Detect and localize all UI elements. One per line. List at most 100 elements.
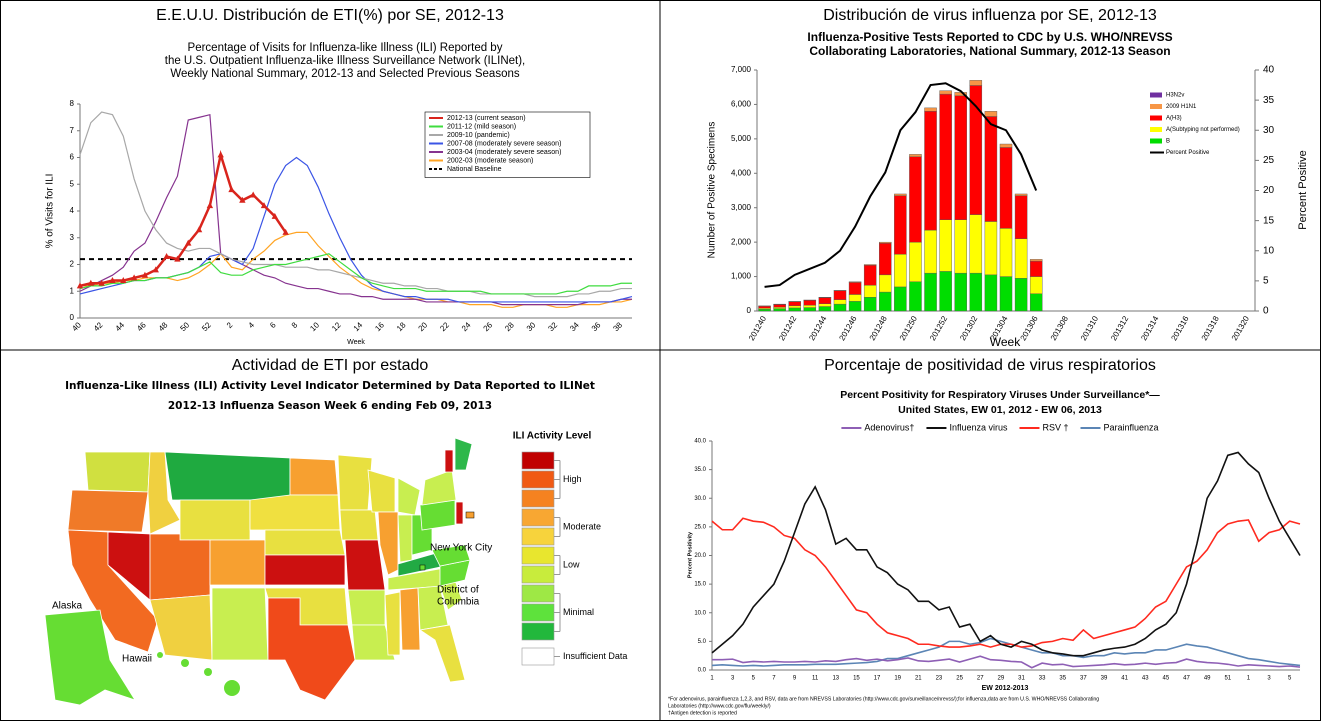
legend-label: Insufficient Data [563, 651, 627, 661]
place-label: Hawaii [122, 654, 152, 665]
chart-title: Percentage of Visits for Influenza-like … [188, 42, 503, 54]
y-tick-label: 1,000 [731, 272, 752, 281]
point-marker [76, 282, 84, 289]
bar-segment [863, 284, 877, 298]
x-tick-label: 7 [772, 676, 776, 682]
x-axis-label: Week [347, 339, 365, 346]
place-label: Alaska [52, 601, 82, 612]
x-axis-label: EW 2012-2013 [982, 685, 1029, 692]
x-tick-label: 10 [308, 320, 321, 333]
x-tick-label: 2 [225, 320, 235, 330]
bar-segment [999, 147, 1013, 229]
y2-axis-label: Percent Positive [1297, 150, 1309, 229]
bar-segment [1014, 195, 1028, 239]
panel-heading: E.E.U.U. Distribución de ETI(%) por SE, … [156, 7, 504, 24]
bar-segment [788, 301, 801, 307]
island [224, 680, 240, 696]
x-tick-label: 5 [752, 676, 756, 682]
bar-segment [773, 307, 786, 309]
x-tick-label: 201310 [1079, 314, 1100, 342]
legend-box [424, 111, 591, 178]
x-tick-label: 49 [1204, 676, 1211, 682]
x-tick-label: 24 [460, 320, 473, 333]
x-tick-label: 43 [1142, 676, 1149, 682]
point-marker [260, 202, 268, 209]
x-tick-label: 201308 [1049, 314, 1070, 342]
x-tick-label: 201302 [958, 314, 979, 342]
bar-segment [909, 154, 922, 157]
y-tick-label: 7,000 [731, 65, 752, 74]
x-tick-label: 15 [853, 676, 860, 682]
bar-segment [1029, 260, 1043, 277]
y2-tick-label: 25 [1263, 155, 1275, 166]
series-line [79, 253, 632, 295]
bar-segment [1014, 193, 1028, 196]
bar-segment [863, 297, 877, 312]
y-axis-label: Percent Positivity [687, 531, 693, 578]
legend-label: H3N2v [1166, 93, 1184, 99]
state [431, 544, 471, 567]
point-marker [271, 212, 279, 219]
y2-tick-label: 5 [1263, 276, 1269, 287]
state [344, 539, 386, 591]
x-tick-label: 34 [568, 320, 581, 333]
y-tick-label: 2,000 [731, 237, 752, 246]
state [267, 597, 356, 701]
y2-tick-label: 35 [1263, 95, 1275, 106]
y-tick-label: 30.0 [694, 496, 706, 502]
x-tick-label: 201316 [1170, 314, 1191, 342]
x-tick-label: 36 [590, 320, 603, 333]
legend-label: Minimal [563, 607, 594, 617]
state [397, 514, 413, 563]
state [384, 591, 401, 656]
legend-swatch [521, 647, 555, 666]
bar-segment [773, 304, 786, 308]
legend-swatch [1150, 104, 1162, 109]
y2-tick-label: 0 [1263, 306, 1269, 317]
y-tick-label: 10.0 [694, 610, 706, 616]
x-tick-label: 25 [956, 676, 963, 682]
x-tick-label: 19 [894, 676, 901, 682]
bar-segment [999, 143, 1013, 148]
x-tick-label: 11 [812, 676, 819, 682]
point-marker [195, 226, 203, 233]
x-tick-label: 35 [1059, 676, 1066, 682]
y-axis-label: % of Visits for ILI [45, 174, 56, 249]
bar-segment [894, 286, 907, 312]
series-line [712, 655, 1301, 669]
x-tick-label: 201306 [1019, 314, 1040, 342]
bar-segment [848, 281, 862, 283]
x-tick-label: 22 [438, 320, 451, 333]
state [149, 533, 211, 601]
point-marker [98, 279, 105, 286]
island [204, 668, 212, 676]
legend-label: 2003-04 (moderately severe season) [447, 149, 561, 156]
legend-label: Moderate [563, 521, 601, 531]
bar-segment [818, 303, 832, 307]
x-tick-label: 42 [92, 320, 105, 333]
state [67, 489, 149, 533]
bar-segment [954, 219, 967, 274]
legend: H3N2v 2009 H1N1 A(H3) A(Subtyping not perfo… [1150, 92, 1240, 156]
point-marker [163, 252, 170, 259]
bar-segment [879, 242, 892, 276]
inset [419, 564, 426, 571]
chart-title: Influenza-Positive Tests Reported to CDC… [807, 30, 1172, 44]
bar-segment [1014, 278, 1028, 312]
x-tick-label: 201250 [898, 314, 919, 342]
legend-label: 2009 H1N1 [1166, 104, 1197, 110]
state [399, 587, 421, 651]
y-tick-label: 15.0 [694, 582, 706, 588]
x-tick-label: 28 [503, 320, 516, 333]
point-marker [217, 151, 224, 158]
bar-segment [984, 111, 998, 117]
bar-segment [969, 80, 983, 86]
bar-segment [939, 219, 952, 272]
bar-segment [894, 195, 907, 255]
point-marker [282, 228, 289, 235]
bar-segment [909, 281, 922, 312]
x-tick-label: 1 [710, 676, 714, 682]
y2-tick-label: 40 [1263, 65, 1275, 76]
